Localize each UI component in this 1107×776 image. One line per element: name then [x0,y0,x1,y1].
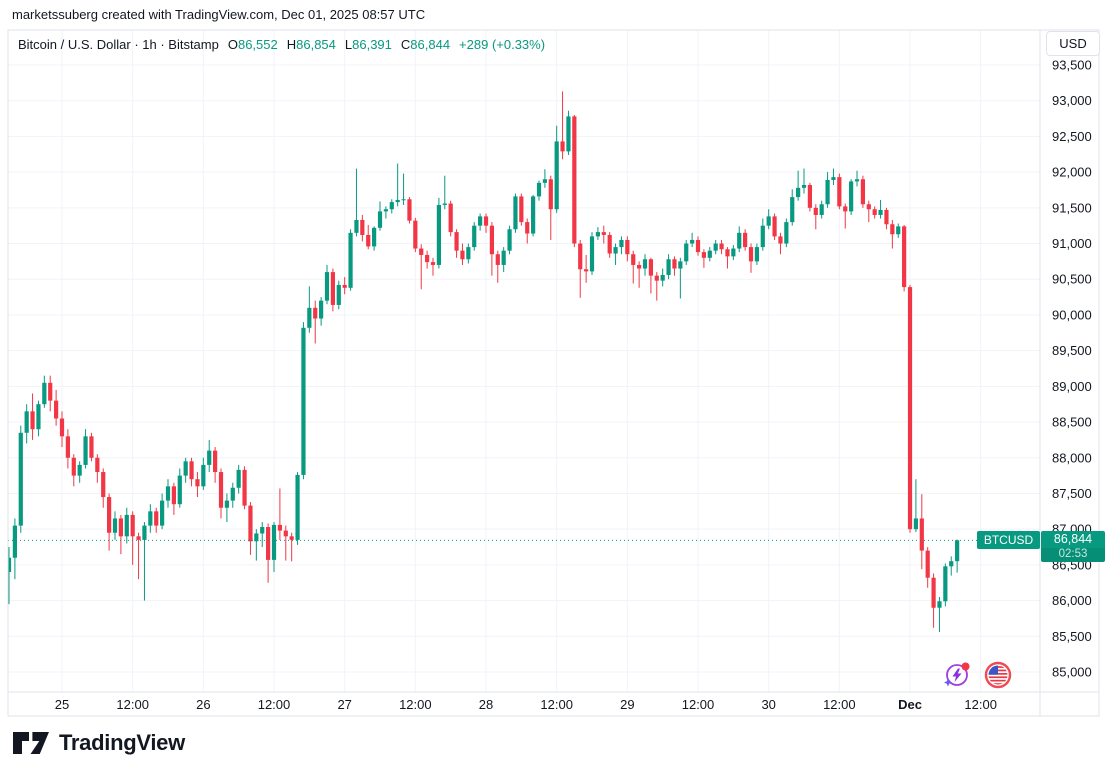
bar-countdown: 02:53 [1041,548,1105,563]
svg-text:89,000: 89,000 [1052,379,1092,394]
svg-text:27: 27 [337,697,351,712]
svg-text:90,500: 90,500 [1052,272,1092,287]
chart-frame [7,29,1100,717]
svg-text:25: 25 [55,697,69,712]
symbol-title[interactable]: Bitcoin / U.S. Dollar · 1h · Bitstamp [18,37,219,52]
svg-text:12:00: 12:00 [540,697,573,712]
svg-text:91,500: 91,500 [1052,200,1092,215]
svg-text:87,500: 87,500 [1052,486,1092,501]
svg-text:29: 29 [620,697,634,712]
attribution-text: marketssuberg created with TradingView.c… [12,7,426,22]
currency-button[interactable]: USD [1046,31,1100,56]
svg-text:93,500: 93,500 [1052,58,1092,73]
tradingview-logo-mark [13,732,49,754]
tradingview-logo-text: TradingView [59,730,185,755]
svg-text:88,000: 88,000 [1052,450,1092,465]
change-value: +289 (+0.33%) [459,37,546,52]
gridlines [8,30,1040,692]
svg-text:12:00: 12:00 [258,697,291,712]
svg-text:85,500: 85,500 [1052,629,1092,644]
price-scale[interactable]: 85,00085,50086,00086,50087,00087,50088,0… [1052,58,1092,680]
svg-text:92,500: 92,500 [1052,129,1092,144]
ohlc-high: H 86,854 [286,37,336,52]
ohlc-low: L 86,391 [344,37,392,52]
last-price-value: 86,844 [1053,532,1093,547]
svg-text:90,000: 90,000 [1052,307,1092,322]
svg-text:Dec: Dec [898,697,922,712]
ohlc-open: O 86,552 [227,37,278,52]
svg-text:88,500: 88,500 [1052,415,1092,430]
svg-text:12:00: 12:00 [399,697,432,712]
svg-text:93,000: 93,000 [1052,93,1092,108]
tradingview-logo[interactable]: TradingView [12,730,185,756]
ohlc-close: C 86,844 [400,37,451,52]
last-price-tag: 86,844 02:53 [1041,531,1105,563]
svg-text:26: 26 [196,697,210,712]
svg-text:92,000: 92,000 [1052,165,1092,180]
svg-text:86,000: 86,000 [1052,593,1092,608]
spark-icon[interactable] [942,660,972,690]
svg-text:85,000: 85,000 [1052,665,1092,680]
time-scale[interactable]: 25 12:00 26 12:00 27 12:00 28 12:00 29 12:00 30 12:… [55,697,997,712]
svg-text:12:00: 12:00 [682,697,715,712]
symbol-price-tag: BTCUSD [977,531,1040,550]
svg-text:12:00: 12:00 [823,697,856,712]
svg-text:28: 28 [479,697,493,712]
svg-text:89,500: 89,500 [1052,343,1092,358]
candles-layer[interactable] [7,91,960,633]
svg-text:91,000: 91,000 [1052,236,1092,251]
svg-text:12:00: 12:00 [116,697,149,712]
svg-text:30: 30 [761,697,775,712]
svg-text:12:00: 12:00 [964,697,997,712]
us-flag-icon[interactable] [984,661,1012,689]
